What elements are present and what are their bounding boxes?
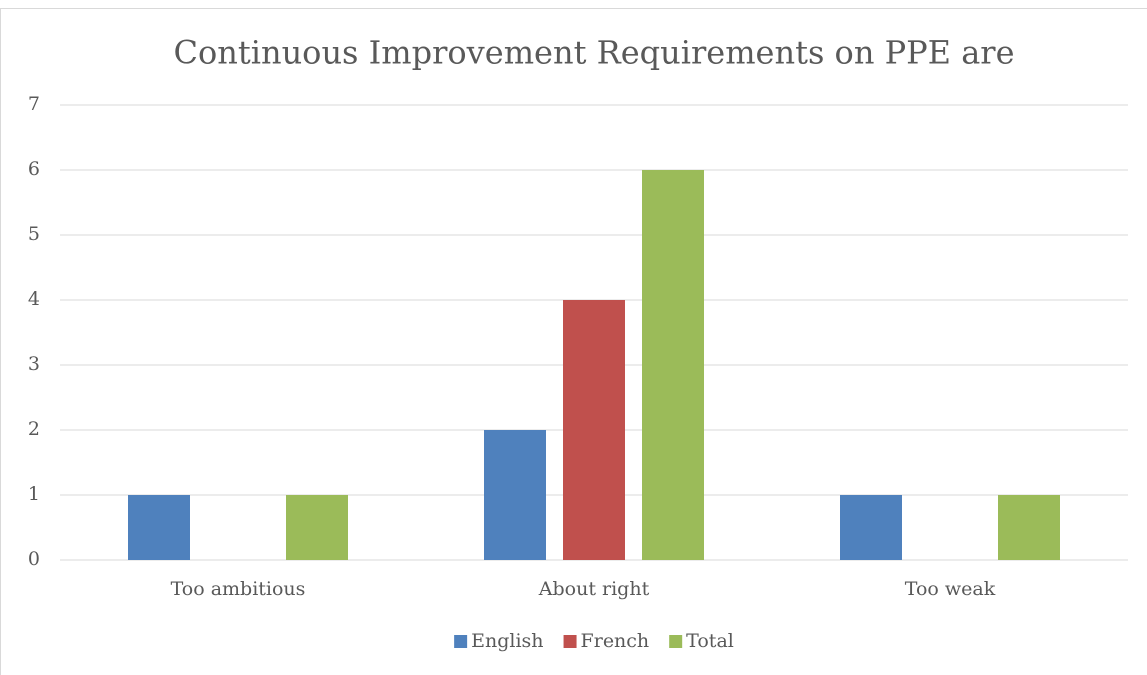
bar [563,300,625,560]
legend-label: English [471,630,543,652]
y-tick-label: 0 [28,548,40,570]
y-tick-label: 1 [28,483,40,505]
y-tick-label: 4 [28,288,40,310]
y-tick-label: 5 [28,223,40,245]
x-tick-label: About right [538,578,650,600]
legend-swatch [563,635,577,648]
y-tick-label: 2 [28,418,40,440]
legend-swatch [669,635,683,648]
y-tick-label: 7 [28,93,40,115]
bar [840,495,902,560]
y-tick-label: 6 [28,158,40,180]
legend-label: French [581,630,650,652]
legend-swatch [454,635,468,648]
legend-label: Total [686,630,734,652]
bar [484,430,546,560]
x-tick-label: Too ambitious [171,578,306,600]
chart-title: Continuous Improvement Requirements on P… [174,34,1015,72]
bar [642,170,704,560]
bar [998,495,1060,560]
bar [128,495,190,560]
y-tick-label: 3 [28,353,40,375]
x-tick-label: Too weak [905,578,996,600]
bar [286,495,348,560]
